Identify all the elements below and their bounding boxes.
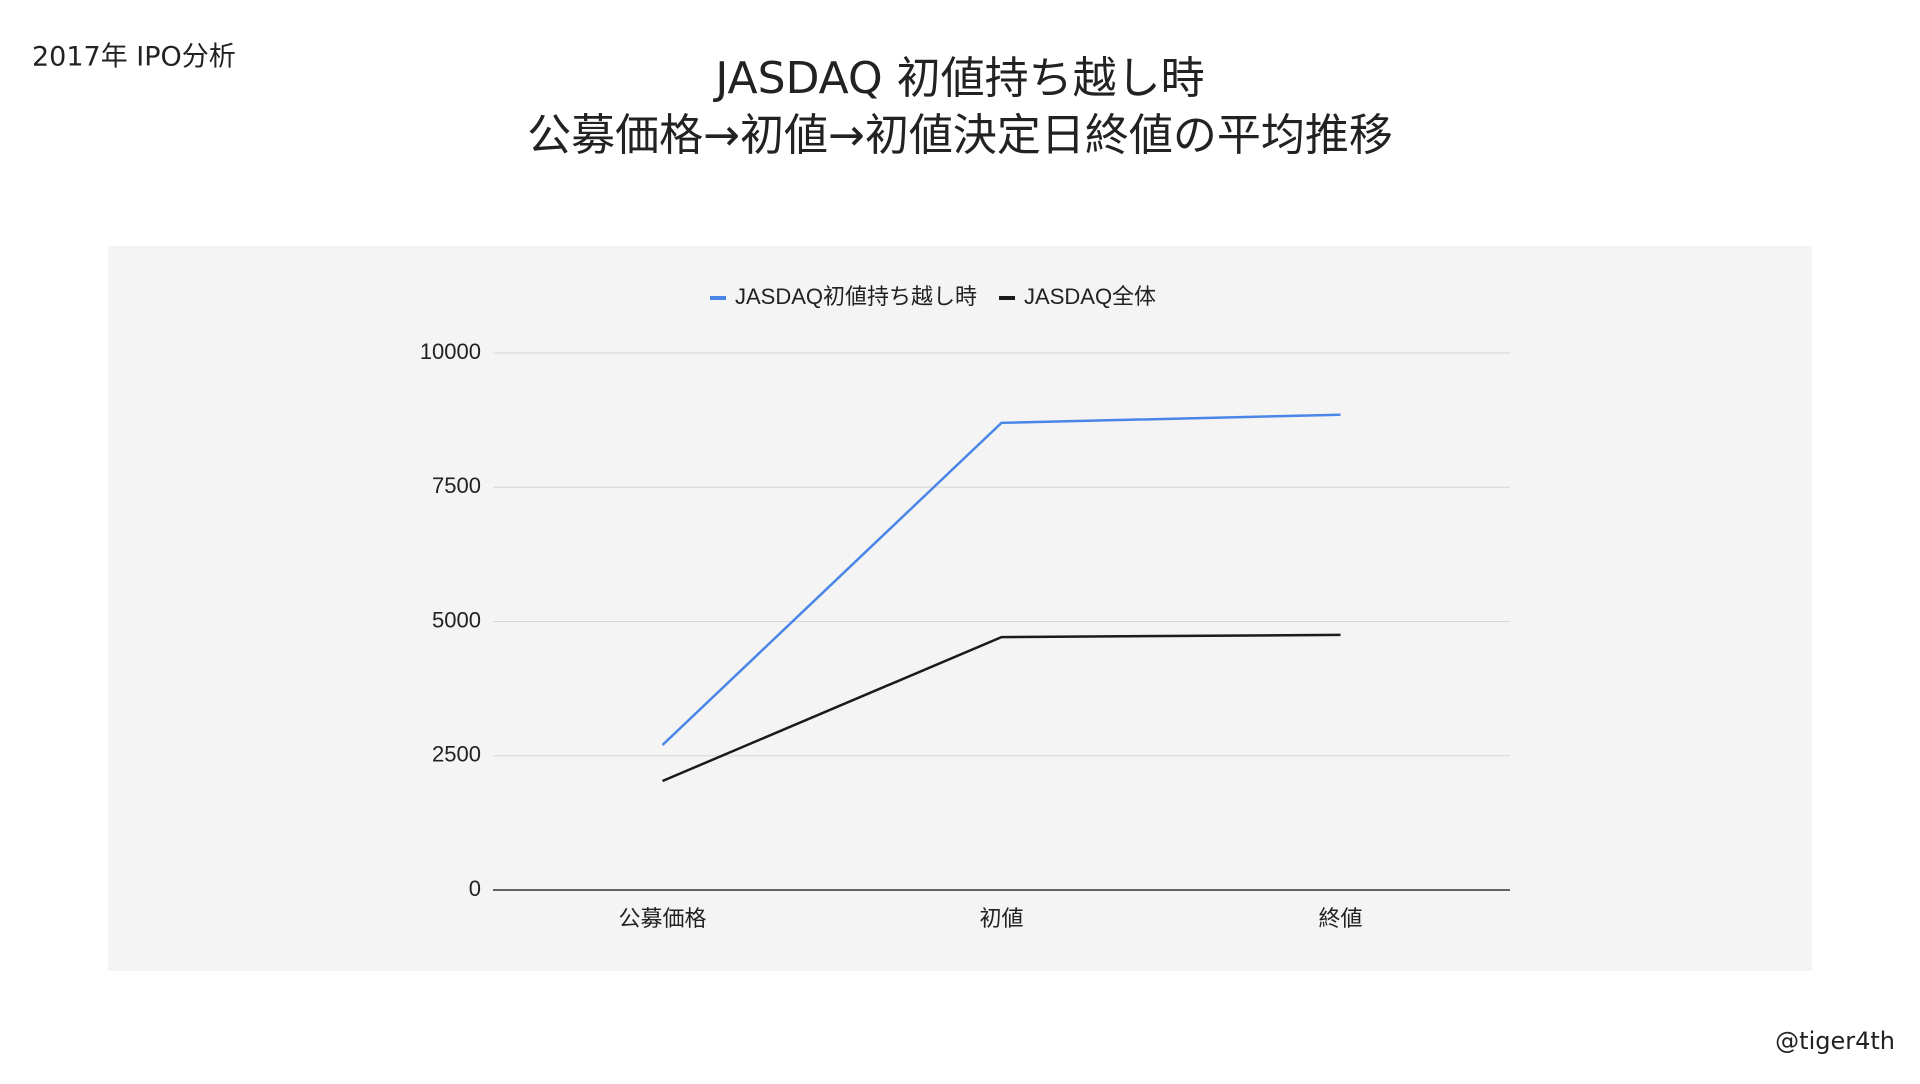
y-tick-label: 7500	[432, 473, 481, 498]
series-line	[661, 413, 1341, 746]
chart-area	[108, 246, 1812, 971]
y-tick-label: 0	[469, 876, 481, 901]
series-line	[662, 633, 1341, 783]
y-tick-label: 10000	[420, 339, 481, 364]
x-tick-label: 終値	[1318, 906, 1362, 931]
y-tick-label: 2500	[432, 742, 481, 767]
legend-label: JASDAQ初値持ち越し時	[735, 284, 977, 309]
legend-label: JASDAQ全体	[1024, 284, 1156, 309]
chart-title: 公募価格→初値→初値決定日終値の平均推移	[527, 110, 1393, 161]
footer: @tiger4th	[1775, 1027, 1895, 1055]
header: 2017年 IPO分析	[32, 42, 236, 73]
x-tick-label: 公募価格	[618, 906, 706, 931]
chart-title: JASDAQ 初値持ち越し時	[712, 53, 1204, 104]
y-tick-label: 5000	[432, 607, 481, 632]
x-tick-label: 初値	[979, 906, 1023, 931]
